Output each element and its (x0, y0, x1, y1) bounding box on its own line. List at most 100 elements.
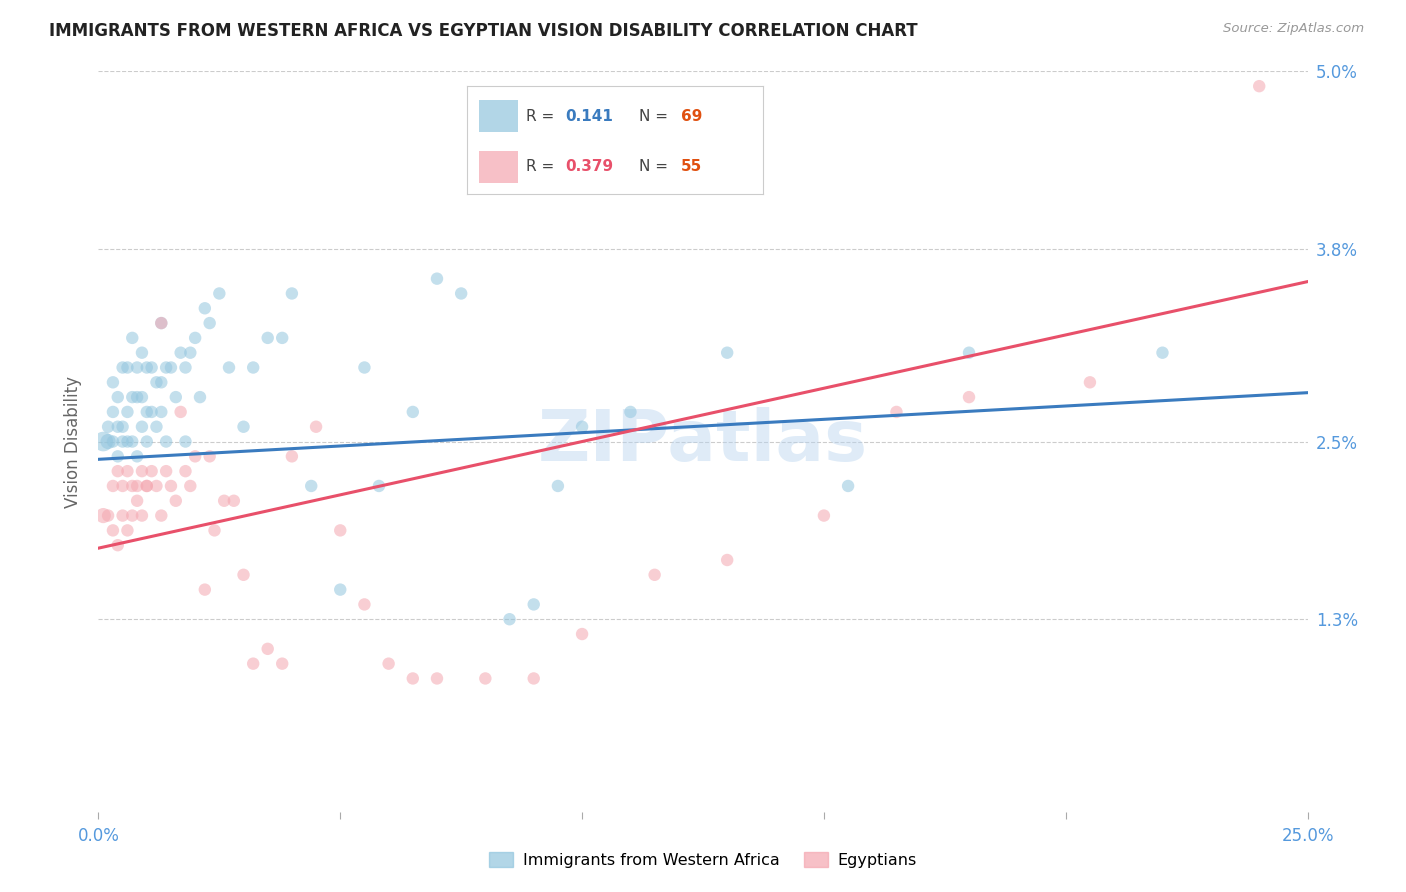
Point (121, 390, 143, 404)
Point (150, 316, 173, 330)
Point (523, 672, 546, 686)
Point (208, 286, 231, 301)
Point (111, 479, 134, 493)
Point (131, 345, 153, 359)
Point (91, 434, 114, 449)
Point (141, 360, 163, 375)
Point (184, 331, 207, 345)
Point (165, 390, 187, 404)
Point (353, 598, 375, 612)
Point (198, 316, 221, 330)
Point (256, 331, 278, 345)
Point (571, 419, 593, 434)
Point (188, 390, 211, 404)
Point (117, 360, 139, 375)
Text: ZIPatlas: ZIPatlas (538, 407, 868, 476)
Point (402, 405, 425, 419)
Point (121, 331, 143, 345)
Point (150, 405, 173, 419)
Point (150, 316, 173, 330)
Point (368, 479, 391, 493)
Point (281, 286, 304, 301)
Point (141, 464, 163, 478)
Point (232, 419, 254, 434)
Point (135, 479, 157, 493)
Point (271, 331, 294, 345)
Point (271, 657, 294, 671)
Point (155, 360, 177, 375)
Point (155, 434, 177, 449)
Point (169, 405, 191, 419)
Point (107, 538, 129, 552)
Point (97, 434, 120, 449)
Point (813, 508, 835, 523)
Point (127, 360, 149, 375)
Point (232, 567, 254, 582)
Point (174, 434, 197, 449)
Point (329, 524, 352, 538)
Point (353, 360, 375, 375)
Point (957, 345, 980, 359)
Point (131, 464, 153, 478)
Point (957, 390, 980, 404)
Point (450, 286, 472, 301)
Point (131, 419, 153, 434)
Point (1152, 345, 1174, 359)
Point (212, 493, 235, 508)
Point (299, 479, 322, 493)
Point (160, 360, 183, 375)
Point (571, 627, 593, 641)
Point (222, 493, 245, 508)
Point (91, 508, 114, 523)
Point (111, 434, 134, 449)
Point (426, 271, 449, 285)
Point (121, 508, 143, 523)
Point (131, 508, 153, 523)
Point (1249, 79, 1271, 94)
Point (179, 479, 201, 493)
Point (644, 567, 666, 582)
Text: Source: ZipAtlas.com: Source: ZipAtlas.com (1223, 22, 1364, 36)
Point (155, 464, 177, 478)
Point (377, 657, 399, 671)
Point (198, 450, 221, 464)
Point (174, 464, 197, 478)
Point (101, 376, 124, 390)
Point (547, 479, 569, 493)
Point (107, 419, 129, 434)
Point (101, 479, 124, 493)
Point (101, 524, 124, 538)
Point (179, 345, 201, 359)
Point (107, 450, 129, 464)
Point (135, 360, 157, 375)
Point (165, 493, 187, 508)
Point (121, 434, 143, 449)
Point (204, 524, 226, 538)
Point (1078, 376, 1101, 390)
Point (117, 524, 139, 538)
Point (242, 360, 264, 375)
Point (145, 376, 167, 390)
Point (426, 672, 449, 686)
Point (127, 450, 149, 464)
Point (242, 657, 264, 671)
Point (135, 434, 157, 449)
Point (716, 345, 738, 359)
Point (474, 672, 496, 686)
Point (145, 479, 167, 493)
Legend: Immigrants from Western Africa, Egyptians: Immigrants from Western Africa, Egyptian… (484, 846, 922, 874)
Point (523, 598, 546, 612)
Point (218, 360, 240, 375)
Point (107, 464, 129, 478)
Point (111, 508, 134, 523)
Point (117, 405, 139, 419)
Point (117, 464, 139, 478)
Point (716, 553, 738, 567)
Y-axis label: Vision Disability: Vision Disability (63, 376, 82, 508)
Point (169, 345, 191, 359)
Point (131, 390, 153, 404)
Point (127, 390, 149, 404)
Point (184, 450, 207, 464)
Point (97, 508, 120, 523)
Point (619, 405, 641, 419)
